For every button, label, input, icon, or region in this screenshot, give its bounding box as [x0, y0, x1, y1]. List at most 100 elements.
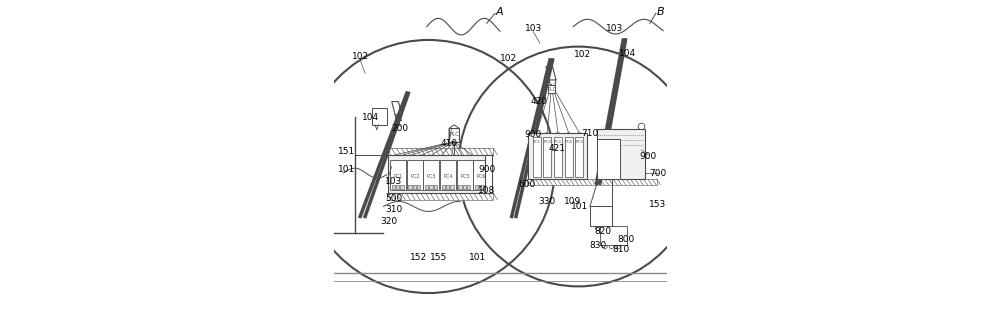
- Bar: [527, 179, 657, 185]
- Bar: [392, 185, 395, 189]
- Text: 103: 103: [525, 24, 542, 33]
- Text: 310: 310: [385, 204, 402, 214]
- Bar: [485, 155, 492, 193]
- Text: 810: 810: [612, 245, 629, 254]
- Text: 420: 420: [530, 97, 547, 106]
- Text: 421: 421: [549, 144, 566, 153]
- Ellipse shape: [576, 133, 583, 137]
- Text: PC4: PC4: [443, 174, 453, 179]
- Text: PC3: PC3: [554, 140, 562, 144]
- Text: 330: 330: [538, 197, 555, 206]
- Circle shape: [638, 140, 645, 147]
- Text: PC4: PC4: [565, 140, 573, 144]
- Circle shape: [534, 164, 539, 169]
- Bar: [473, 160, 489, 190]
- Text: 700: 700: [650, 169, 667, 178]
- Bar: [442, 185, 445, 189]
- Bar: [388, 155, 490, 193]
- Text: 102: 102: [352, 52, 369, 61]
- Bar: [413, 185, 416, 189]
- Text: 108: 108: [478, 186, 495, 195]
- Bar: [417, 185, 420, 189]
- Bar: [449, 128, 459, 142]
- Bar: [533, 137, 541, 177]
- Bar: [400, 185, 404, 189]
- Bar: [597, 139, 620, 179]
- Text: 410: 410: [441, 139, 458, 149]
- Bar: [479, 185, 483, 189]
- Bar: [554, 137, 562, 177]
- Text: 102: 102: [500, 54, 517, 63]
- Bar: [446, 185, 449, 189]
- Bar: [440, 160, 456, 190]
- Text: 152: 152: [410, 252, 427, 262]
- Bar: [475, 185, 478, 189]
- Text: 900: 900: [525, 130, 542, 140]
- Bar: [390, 160, 406, 190]
- Ellipse shape: [554, 133, 562, 137]
- Bar: [543, 137, 551, 177]
- Circle shape: [638, 132, 645, 138]
- Bar: [425, 185, 428, 189]
- Bar: [575, 137, 583, 177]
- Text: 101: 101: [571, 202, 589, 211]
- Text: PLC: PLC: [449, 132, 459, 138]
- Circle shape: [609, 244, 614, 249]
- Text: 109: 109: [564, 197, 581, 206]
- Text: 600: 600: [519, 180, 536, 189]
- Text: 500: 500: [385, 193, 402, 203]
- Text: A: A: [496, 7, 504, 17]
- Bar: [423, 160, 439, 190]
- Bar: [387, 148, 493, 155]
- Text: PC5: PC5: [575, 140, 583, 144]
- Circle shape: [638, 123, 645, 130]
- Text: 153: 153: [649, 200, 666, 209]
- Text: 320: 320: [380, 217, 397, 226]
- Text: PLC: PLC: [547, 87, 556, 92]
- Bar: [429, 185, 433, 189]
- Text: PC6: PC6: [477, 174, 486, 179]
- Text: 151: 151: [338, 147, 355, 156]
- Circle shape: [616, 244, 621, 249]
- Text: B: B: [657, 7, 664, 17]
- Text: 200: 200: [392, 124, 409, 133]
- Circle shape: [602, 225, 608, 231]
- Polygon shape: [449, 125, 459, 142]
- Bar: [597, 129, 645, 179]
- Bar: [463, 185, 466, 189]
- Bar: [484, 185, 487, 189]
- Bar: [450, 185, 454, 189]
- Text: PC2: PC2: [410, 174, 419, 179]
- Bar: [565, 137, 573, 177]
- Polygon shape: [360, 93, 408, 216]
- Ellipse shape: [533, 133, 540, 137]
- Polygon shape: [512, 60, 553, 216]
- Bar: [548, 85, 555, 93]
- Text: 900: 900: [640, 152, 657, 161]
- Circle shape: [566, 164, 571, 169]
- Text: PC5: PC5: [460, 174, 469, 179]
- Text: 102: 102: [574, 50, 591, 60]
- Text: 104: 104: [619, 49, 636, 59]
- Bar: [408, 185, 412, 189]
- Bar: [590, 206, 612, 226]
- Text: PC1: PC1: [393, 174, 403, 179]
- Text: 155: 155: [430, 252, 447, 262]
- Text: 101: 101: [469, 252, 486, 262]
- Text: PC3: PC3: [427, 174, 436, 179]
- Text: 830: 830: [590, 241, 607, 250]
- Bar: [407, 160, 423, 190]
- Bar: [396, 185, 399, 189]
- Text: 101: 101: [338, 165, 355, 174]
- Text: 104: 104: [362, 113, 379, 122]
- Bar: [434, 185, 437, 189]
- Bar: [600, 226, 627, 245]
- Text: 800: 800: [617, 235, 634, 244]
- Bar: [467, 185, 470, 189]
- Text: 103: 103: [606, 24, 624, 33]
- Circle shape: [638, 148, 645, 155]
- Polygon shape: [392, 102, 402, 115]
- Ellipse shape: [565, 133, 572, 137]
- Text: 103: 103: [385, 177, 402, 186]
- Circle shape: [545, 164, 550, 169]
